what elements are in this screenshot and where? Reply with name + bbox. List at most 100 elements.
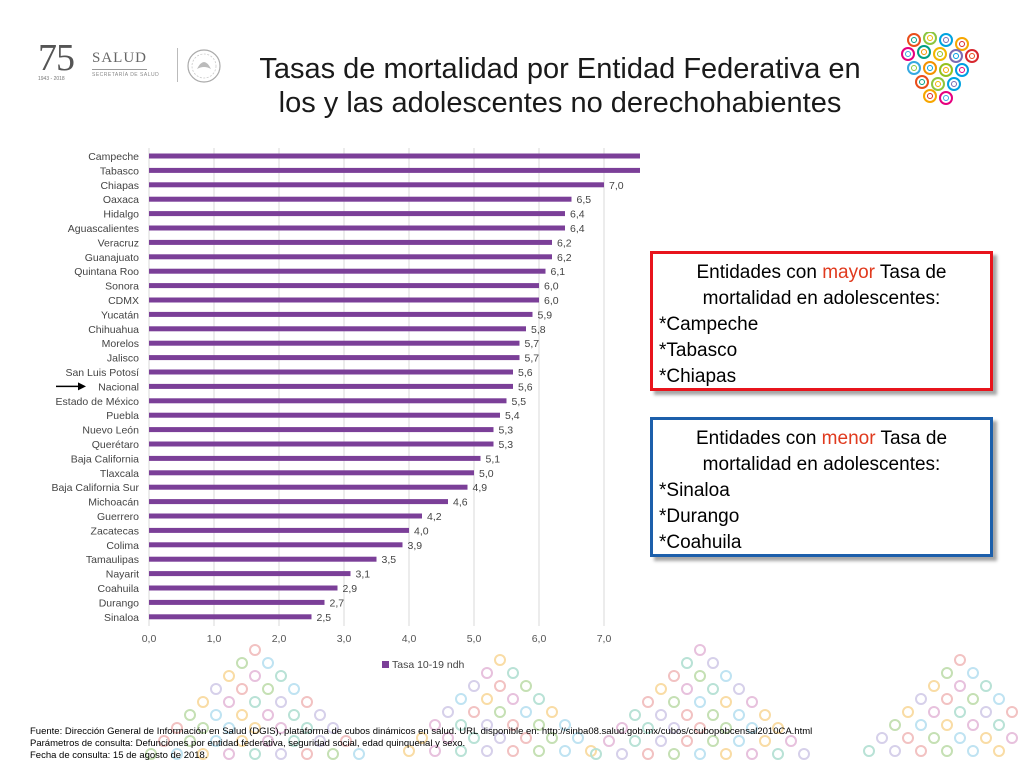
pattern-ring-icon	[520, 732, 532, 744]
category-label: Quintana Roo	[74, 266, 139, 278]
pattern-ring-icon	[941, 745, 953, 757]
ring-inner-icon	[959, 67, 965, 73]
salud-logo-subtitle: SECRETARÍA DE SALUD	[92, 72, 160, 78]
ring-icon	[933, 47, 947, 61]
data-label: 5,7	[525, 353, 540, 365]
pattern-ring-icon	[954, 706, 966, 718]
ring-inner-icon	[937, 51, 943, 57]
ring-icon	[939, 63, 953, 77]
bar	[149, 355, 520, 361]
data-label: 2,9	[343, 583, 358, 595]
bar	[149, 369, 513, 375]
pattern-ring-icon	[941, 719, 953, 731]
highest-rate-heading: Entidades con mayor Tasa de mortalidad e…	[659, 260, 984, 312]
ring-inner-icon	[921, 49, 927, 55]
pattern-ring-icon	[314, 735, 326, 747]
pattern-ring-icon	[236, 683, 248, 695]
data-label: 4,0	[414, 525, 429, 537]
pattern-ring-icon	[236, 735, 248, 747]
pattern-ring-icon	[158, 735, 170, 747]
pattern-ring-icon	[681, 657, 693, 669]
lowest-heading-post: Tasa de mortalidad en adolescentes:	[702, 428, 948, 475]
pattern-ring-icon	[668, 748, 680, 760]
pattern-ring-icon	[967, 693, 979, 705]
pattern-ring-icon	[275, 722, 287, 734]
category-label: San Luis Potosí	[65, 367, 139, 379]
bar	[149, 412, 500, 418]
ring-icon	[923, 61, 937, 75]
bar	[149, 484, 468, 490]
pattern-ring-icon	[655, 709, 667, 721]
x-tick-label: 2,0	[272, 633, 287, 645]
pattern-ring-icon	[772, 722, 784, 734]
pattern-ring-icon	[340, 735, 352, 747]
bar	[149, 599, 325, 605]
category-label: Chiapas	[100, 180, 139, 192]
ring-icon	[965, 49, 979, 63]
pattern-ring-icon	[468, 680, 480, 692]
lowest-item: *Durango	[659, 506, 740, 527]
pattern-ring-icon	[642, 722, 654, 734]
colorful-rings-logo-icon	[901, 32, 979, 105]
pattern-ring-icon	[941, 667, 953, 679]
pattern-ring-icon	[720, 722, 732, 734]
bar	[149, 340, 520, 346]
pattern-ring-icon	[455, 745, 467, 757]
pattern-ring-icon	[759, 735, 771, 747]
pattern-ring-icon	[223, 670, 235, 682]
ring-inner-icon	[927, 65, 933, 71]
pattern-ring-icon	[928, 732, 940, 744]
pattern-ring-icon	[915, 745, 927, 757]
pattern-ring-icon	[507, 693, 519, 705]
logo-75-number: 75	[38, 37, 75, 79]
pattern-ring-icon	[720, 748, 732, 760]
category-label: Yucatán	[101, 309, 139, 321]
ring-inner-icon	[953, 53, 959, 59]
ring-icon	[907, 33, 921, 47]
ring-inner-icon	[951, 81, 957, 87]
ring-icon	[955, 37, 969, 51]
page-title: Tasas de mortalidad por Entidad Federati…	[215, 52, 905, 120]
bar	[149, 585, 338, 591]
pattern-ring-icon	[455, 693, 467, 705]
ring-icon	[931, 77, 945, 91]
national-seal-icon	[187, 49, 221, 83]
ring-inner-icon	[927, 35, 933, 41]
pattern-ring-icon	[403, 745, 415, 757]
pattern-ring-icon	[145, 748, 157, 760]
highest-item: *Tabasco	[659, 340, 738, 361]
salud-logo: SALUD	[92, 50, 148, 70]
bar	[149, 153, 640, 159]
pattern-ring-icon	[468, 732, 480, 744]
pattern-ring-icon	[967, 745, 979, 757]
bar	[149, 297, 539, 303]
pattern-ring-icon	[481, 693, 493, 705]
pattern-ring-icon	[262, 683, 274, 695]
pattern-ring-icon	[327, 722, 339, 734]
pattern-ring-icon	[746, 748, 758, 760]
ring-icon	[939, 33, 953, 47]
anniversary-logo: 75 1943 - 2018	[38, 37, 86, 82]
bar	[149, 556, 377, 562]
pattern-ring-icon	[733, 709, 745, 721]
category-label: Nuevo León	[82, 425, 139, 437]
ring-inner-icon	[927, 93, 933, 99]
pattern-ring-icon	[694, 670, 706, 682]
pattern-ring-icon	[798, 748, 810, 760]
pattern-ring-icon	[301, 696, 313, 708]
category-label: Guanajuato	[85, 252, 139, 264]
data-label: 5,8	[531, 324, 546, 336]
pattern-ring-icon	[249, 748, 261, 760]
category-label: Michoacán	[88, 497, 139, 509]
data-label: 6,2	[557, 252, 572, 264]
pattern-ring-icon	[223, 748, 235, 760]
ring-icon	[907, 61, 921, 75]
category-label: Oaxaca	[103, 194, 139, 206]
category-label: Jalisco	[107, 353, 139, 365]
pattern-ring-icon	[681, 735, 693, 747]
title-line-2: los y las adolescentes no derechohabient…	[278, 87, 842, 119]
pattern-ring-icon	[655, 683, 667, 695]
pattern-ring-icon	[288, 735, 300, 747]
pattern-ring-icon	[980, 680, 992, 692]
pattern-ring-icon	[494, 706, 506, 718]
